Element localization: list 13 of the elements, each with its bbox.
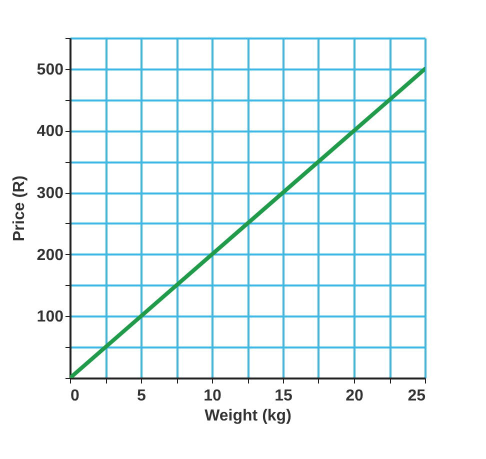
y-tick-label: 400 [36,123,64,140]
x-axis-title: Weight (kg) [204,408,292,424]
y-tick-label: 500 [36,61,64,78]
y-tick-label: 100 [36,308,64,326]
y-axis-title: Price (R) [10,176,28,242]
x-tick-label: 0 [70,388,80,404]
x-tick-label: 25 [408,388,426,404]
y-tick-label: 300 [36,185,64,202]
y-tick-label: 200 [36,246,64,264]
x-tick-label: 20 [346,388,364,404]
x-tick-label: 10 [204,388,222,404]
x-tick-label: 5 [137,388,146,404]
x-tick-label: 15 [274,388,292,404]
